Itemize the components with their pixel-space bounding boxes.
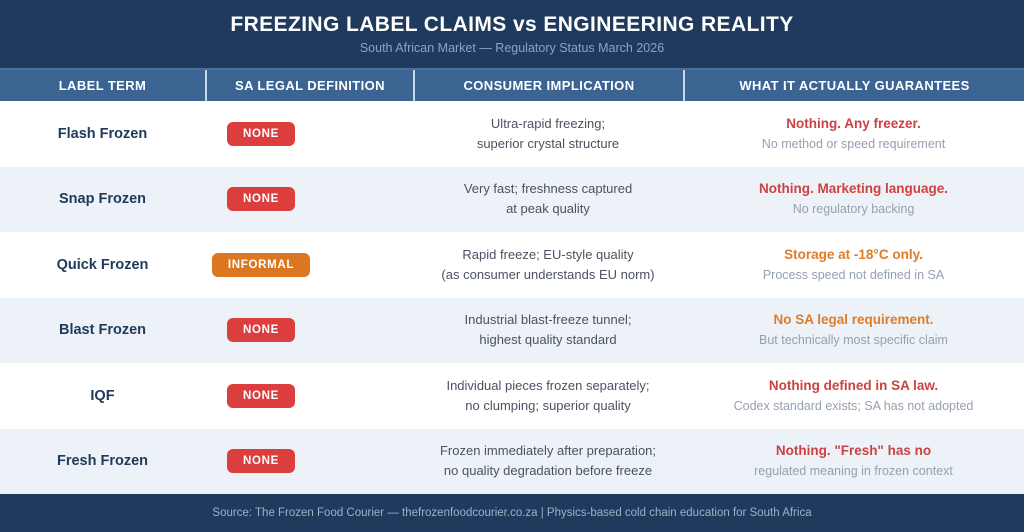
implication-line: at peak quality <box>506 201 590 217</box>
status-badge: NONE <box>226 187 296 212</box>
table-header: LABEL TERM SA LEGAL DEFINITION CONSUMER … <box>0 68 1024 101</box>
guarantee-cell: Storage at -18°C only. Process speed not… <box>683 245 1024 285</box>
implication-line: Frozen immediately after preparation; <box>439 443 657 459</box>
status-badge: NONE <box>226 121 296 146</box>
label-term: Quick Frozen <box>56 256 149 273</box>
implication-line: no clumping; superior quality <box>465 397 631 413</box>
consumer-implication: Individual pieces frozen separately; no … <box>413 376 683 416</box>
status-badge: NONE <box>226 318 296 343</box>
column-header-label-term: LABEL TERM <box>58 78 147 93</box>
status-badge: NONE <box>226 449 296 474</box>
label-term: Flash Frozen <box>57 125 148 142</box>
page-title: FREEZING LABEL CLAIMS vs ENGINEERING REA… <box>230 13 794 36</box>
implication-line: Very fast; freshness captured <box>463 181 633 197</box>
page-subtitle: South African Market — Regulatory Status… <box>359 41 665 55</box>
guarantee-cell: No SA legal requirement. But technically… <box>683 310 1024 350</box>
implication-line: no quality degradation before freeze <box>443 463 653 479</box>
legal-definition-cell: NONE <box>205 121 413 146</box>
table-body: Flash Frozen NONE Ultra-rapid freezing; … <box>0 101 1024 494</box>
guarantee-headline: Nothing defined in SA law. <box>768 377 939 393</box>
implication-line: Individual pieces frozen separately; <box>446 377 650 393</box>
consumer-implication: Industrial blast-freeze tunnel; highest … <box>413 310 683 350</box>
guarantee-subtext: But technically most specific claim <box>759 333 948 348</box>
header-banner: FREEZING LABEL CLAIMS vs ENGINEERING REA… <box>0 0 1024 68</box>
guarantee-cell: Nothing. "Fresh" has no regulated meanin… <box>683 441 1024 481</box>
table-row: Flash Frozen NONE Ultra-rapid freezing; … <box>0 101 1024 167</box>
guarantee-subtext: Process speed not defined in SA <box>762 267 945 282</box>
label-term: Blast Frozen <box>58 322 146 339</box>
guarantee-headline: Nothing. Any freezer. <box>786 115 921 131</box>
legal-definition-cell: NONE <box>205 449 413 474</box>
status-badge: INFORMAL <box>211 252 311 277</box>
guarantee-cell: Nothing defined in SA law. Codex standar… <box>683 376 1024 416</box>
legal-definition-cell: INFORMAL <box>205 252 413 277</box>
label-term: Fresh Frozen <box>56 453 149 470</box>
guarantee-subtext: regulated meaning in frozen context <box>754 464 953 479</box>
guarantee-headline: No SA legal requirement. <box>773 312 934 328</box>
guarantee-subtext: No method or speed requirement <box>761 136 946 151</box>
column-header-sa-legal-definition: SA LEGAL DEFINITION <box>205 70 413 101</box>
guarantee-cell: Nothing. Marketing language. No regulato… <box>683 179 1024 219</box>
column-header-consumer-implication: CONSUMER IMPLICATION <box>413 70 683 101</box>
footer-bar: Source: The Frozen Food Courier — thefro… <box>0 494 1024 532</box>
label-term: Snap Frozen <box>58 191 146 208</box>
table-row: Blast Frozen NONE Industrial blast-freez… <box>0 297 1024 363</box>
source-text: Source: The Frozen Food Courier — thefro… <box>212 507 812 519</box>
consumer-implication: Rapid freeze; EU-style quality (as consu… <box>413 245 683 285</box>
consumer-implication: Ultra-rapid freezing; superior crystal s… <box>413 114 683 154</box>
implication-line: Rapid freeze; EU-style quality <box>462 246 634 262</box>
legal-definition-cell: NONE <box>205 318 413 343</box>
table-row: Fresh Frozen NONE Frozen immediately aft… <box>0 428 1024 494</box>
guarantee-headline: Nothing. Marketing language. <box>758 181 948 197</box>
implication-line: highest quality standard <box>479 332 617 348</box>
implication-line: superior crystal structure <box>476 135 620 151</box>
implication-line: Industrial blast-freeze tunnel; <box>464 312 632 328</box>
table-row: Snap Frozen NONE Very fast; freshness ca… <box>0 166 1024 232</box>
legal-definition-cell: NONE <box>205 383 413 408</box>
guarantee-cell: Nothing. Any freezer. No method or speed… <box>683 114 1024 154</box>
table-row: IQF NONE Individual pieces frozen separa… <box>0 363 1024 429</box>
implication-line: (as consumer understands EU norm) <box>441 266 655 282</box>
guarantee-headline: Storage at -18°C only. <box>784 246 923 262</box>
guarantee-headline: Nothing. "Fresh" has no <box>775 443 932 459</box>
column-header-what-it-actually-guarantees: WHAT IT ACTUALLY GUARANTEES <box>683 70 1024 101</box>
guarantee-subtext: No regulatory backing <box>792 202 915 217</box>
label-term: IQF <box>90 387 115 404</box>
status-badge: NONE <box>226 383 296 408</box>
consumer-implication: Frozen immediately after preparation; no… <box>413 441 683 481</box>
consumer-implication: Very fast; freshness captured at peak qu… <box>413 179 683 219</box>
implication-line: Ultra-rapid freezing; <box>490 115 606 131</box>
legal-definition-cell: NONE <box>205 187 413 212</box>
guarantee-subtext: Codex standard exists; SA has not adopte… <box>733 398 974 413</box>
table-row: Quick Frozen INFORMAL Rapid freeze; EU-s… <box>0 232 1024 298</box>
